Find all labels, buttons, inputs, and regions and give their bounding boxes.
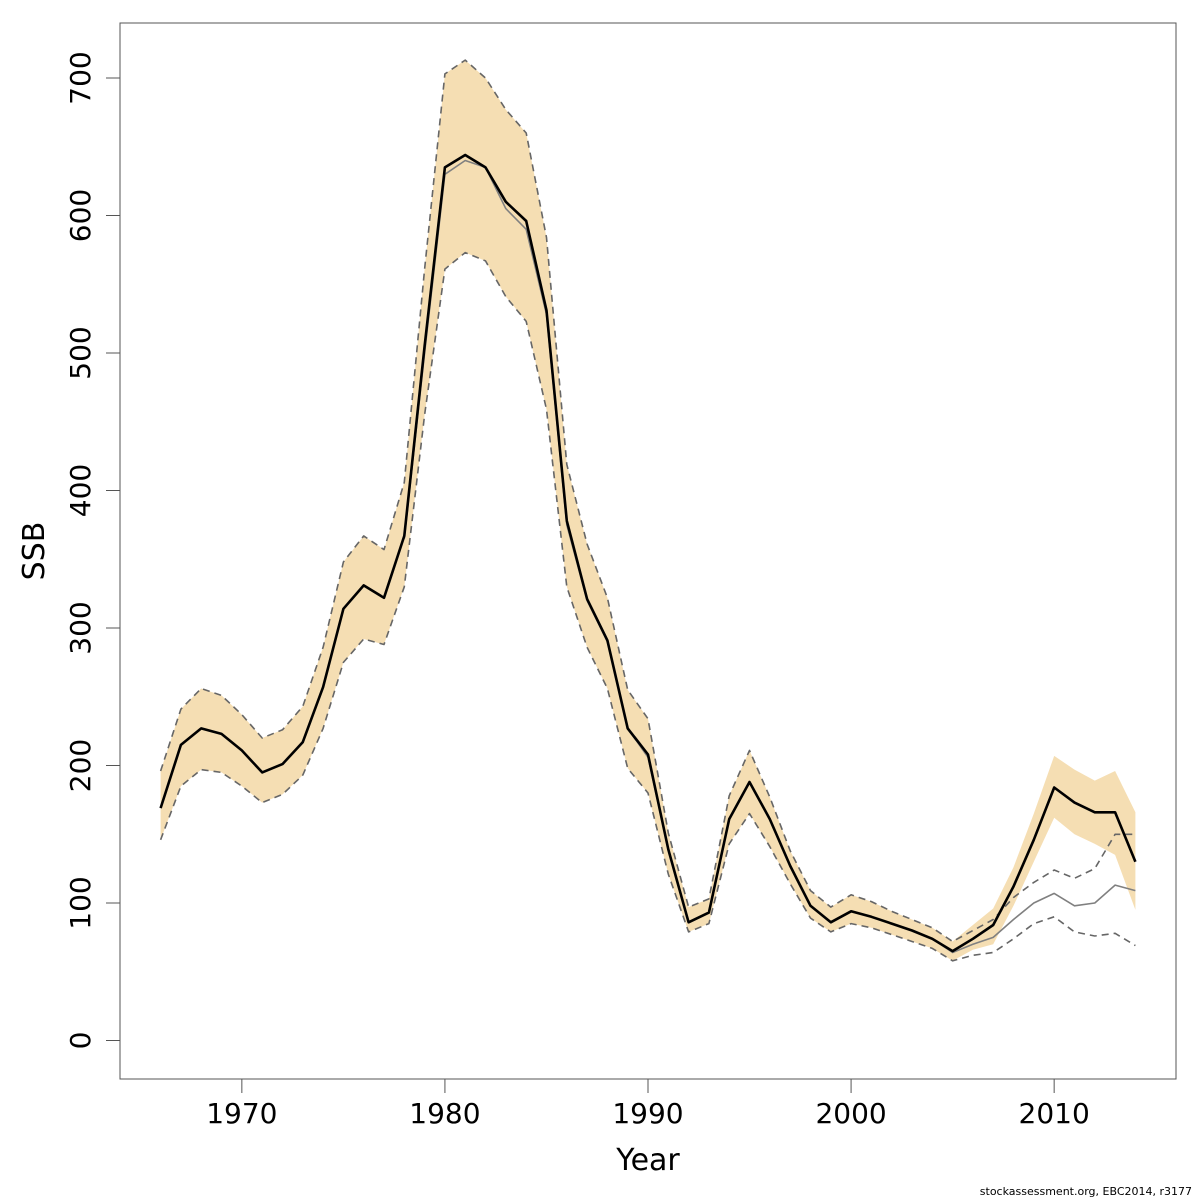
series-line-dashed-lower [159,251,1136,962]
y-tick-label: 400 [64,464,97,517]
y-tick-label: 100 [64,876,97,929]
series-line-solid-black [159,153,1137,953]
x-tick-label: 2000 [815,1097,886,1130]
x-axis-title: Year [615,1143,680,1178]
series-lines-layer [159,59,1137,962]
x-tick-label: 1970 [206,1097,277,1130]
x-tick-label: 2010 [1019,1097,1090,1130]
y-axis-title: SSB [17,522,52,581]
x-tick-label: 1980 [409,1097,480,1130]
y-tick-label: 600 [64,189,97,242]
confidence-band [160,60,1136,961]
confidence-band-layer [160,60,1136,961]
credit-text: stockassessment.org, EBC2014, r3177 [979,1185,1192,1198]
y-tick-label: 200 [64,739,97,792]
y-tick-label: 300 [64,601,97,654]
x-tick-label: 1990 [612,1097,683,1130]
y-tick-label: 700 [64,51,97,104]
y-axis: 0 100 200 300 400 500 600 700 [64,51,121,1050]
series-line-dashed-upper [159,59,1136,943]
x-axis: 1970 1980 1990 2000 2010 [206,1078,1090,1130]
y-tick-label: 500 [64,326,97,379]
plot-frame [119,22,1177,1080]
y-tick-label: 0 [64,1032,97,1050]
